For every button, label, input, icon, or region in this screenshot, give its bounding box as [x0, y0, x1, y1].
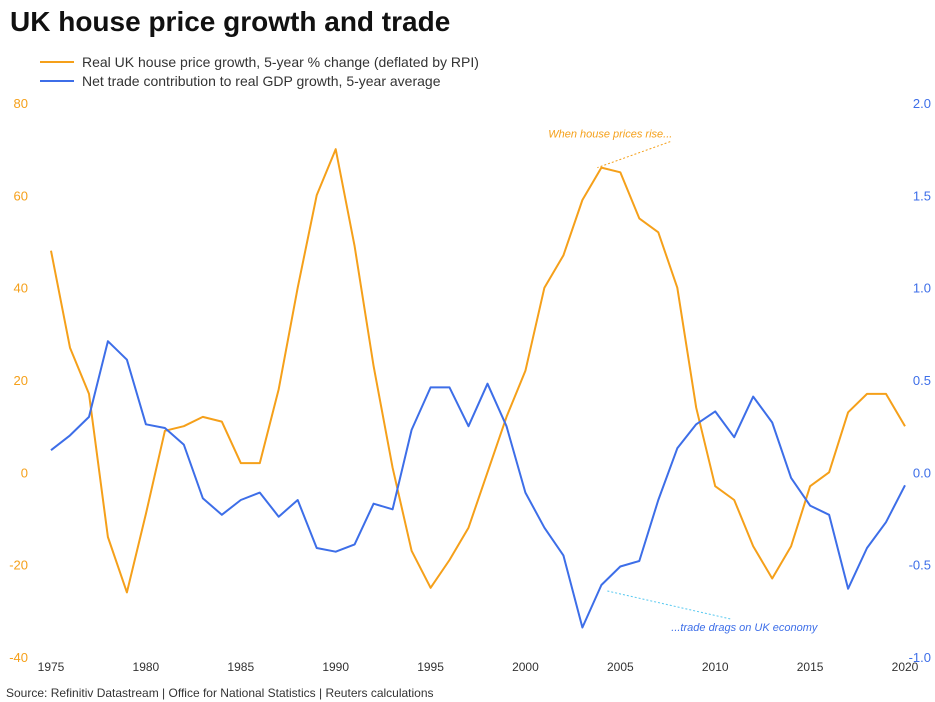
y-left-tick-label: 60 — [14, 188, 28, 203]
x-tick-label: 1980 — [133, 660, 160, 674]
series-line-house-price — [50, 148, 906, 594]
x-tick-label: 1990 — [322, 660, 349, 674]
chart-title: UK house price growth and trade — [10, 6, 451, 37]
legend-swatch-house-price — [40, 61, 74, 63]
y-right-tick-label: 0.5 — [913, 373, 931, 388]
y-left-tick-label: 80 — [14, 96, 28, 111]
y-left-tick-label: -40 — [9, 650, 28, 665]
y-right-tick-label: -0.5 — [909, 558, 931, 573]
y-right-tick-label: 2.0 — [913, 96, 931, 111]
y-left-tick-label: 20 — [14, 373, 28, 388]
annotation-leader-net-trade — [607, 590, 732, 620]
x-tick-label: 1985 — [227, 660, 254, 674]
legend-swatch-net-trade — [40, 80, 74, 82]
annotation-net-trade: ...trade drags on UK economy — [671, 622, 819, 634]
legend-label-net-trade: Net trade contribution to real GDP growt… — [82, 73, 441, 89]
y-left-tick-label: 0 — [21, 465, 28, 480]
annotation-house-price: When house prices rise... — [548, 129, 672, 141]
x-tick-label: 2005 — [607, 660, 634, 674]
y-right-tick-label: -1.0 — [909, 650, 931, 665]
y-right-tick-label: 0.0 — [913, 465, 931, 480]
y-right-tick-label: 1.0 — [913, 281, 931, 296]
y-left-tick-label: 40 — [14, 281, 28, 296]
x-tick-label: 2015 — [797, 660, 824, 674]
annotation-leader-house-price — [597, 141, 671, 169]
legend-label-house-price: Real UK house price growth, 5-year % cha… — [82, 54, 479, 70]
legend-entry-net-trade: Net trade contribution to real GDP growt… — [40, 73, 440, 89]
series-line-net-trade — [50, 340, 906, 629]
y-right-tick-label: 1.5 — [913, 188, 931, 203]
y-left-tick-label: -20 — [9, 558, 28, 573]
source-note: Source: Refinitiv Datastream | Office fo… — [6, 686, 434, 700]
x-tick-label: 2000 — [512, 660, 539, 674]
x-tick-label: 1975 — [38, 660, 65, 674]
x-tick-label: 2020 — [892, 660, 919, 674]
legend-entry-house-price: Real UK house price growth, 5-year % cha… — [40, 54, 479, 70]
x-tick-label: 1995 — [417, 660, 444, 674]
x-tick-label: 2010 — [702, 660, 729, 674]
